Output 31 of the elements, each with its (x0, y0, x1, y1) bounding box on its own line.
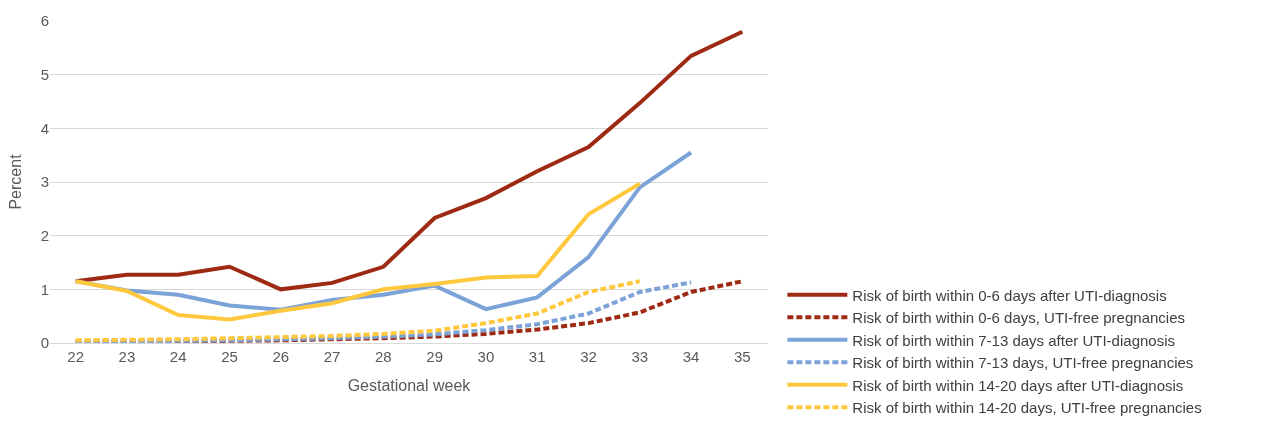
legend-label: Risk of birth within 7-13 days after UTI-diagnosis (852, 331, 1175, 349)
y-tick-label: 4 (40, 119, 49, 137)
x-tick-label: 28 (375, 348, 392, 365)
y-tick-label: 3 (40, 173, 49, 191)
y-tick-label: 1 (40, 280, 49, 298)
legend-label: Risk of birth within 0-6 days after UTI-diagnosis (852, 286, 1167, 304)
y-tick-label: 0 (40, 334, 49, 352)
x-tick-label: 25 (221, 348, 238, 365)
x-tick-label: 32 (580, 348, 597, 365)
x-tick-label: 27 (323, 348, 341, 365)
x-tick-label: 30 (477, 348, 495, 365)
y-axis-title: Percent (6, 153, 24, 210)
line-series (73, 181, 642, 322)
legend-label: Risk of birth within 14-20 days after UTI-diagnosis (852, 376, 1184, 394)
x-axis-title: Gestational week (347, 376, 472, 394)
y-tick-label: 6 (40, 12, 49, 30)
x-tick-label: 29 (426, 348, 443, 365)
x-tick-label: 22 (67, 348, 84, 365)
x-tick-label: 26 (272, 348, 290, 365)
x-tick-label: 31 (528, 348, 546, 365)
legend-label: Risk of birth within 7-13 days, UTI-free pregnancies (852, 354, 1194, 372)
x-tick-label: 35 (734, 348, 751, 365)
y-tick-label: 5 (40, 65, 49, 83)
x-tick-label: 24 (169, 348, 187, 365)
x-tick-label: 23 (118, 348, 136, 365)
legend-label: Risk of birth within 0-6 days, UTI-free pregnancies (852, 309, 1185, 327)
x-tick-label: 33 (631, 348, 649, 365)
y-tick-label: 2 (40, 226, 49, 244)
x-tick-label: 34 (682, 348, 700, 365)
line-series (73, 29, 745, 292)
legend-label: Risk of birth within 14-20 days, UTI-free pregnancies (852, 399, 1202, 417)
